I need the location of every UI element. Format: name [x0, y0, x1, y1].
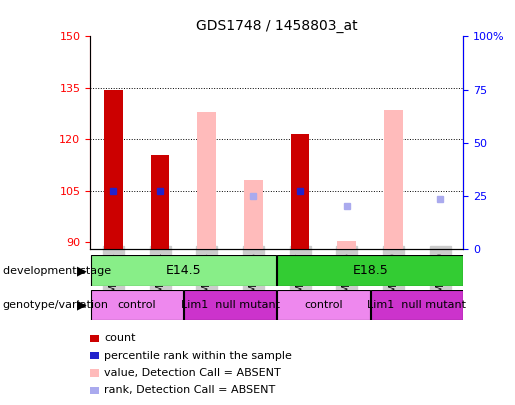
Bar: [184, 290, 277, 320]
Text: rank, Detection Call = ABSENT: rank, Detection Call = ABSENT: [105, 386, 276, 395]
Text: count: count: [105, 333, 136, 343]
Text: E18.5: E18.5: [352, 264, 388, 277]
Bar: [291, 134, 310, 249]
Text: ▶: ▶: [77, 298, 87, 311]
Text: development stage: development stage: [3, 266, 111, 275]
Text: ▶: ▶: [77, 264, 87, 277]
Bar: [151, 155, 169, 249]
Bar: [91, 255, 277, 286]
Title: GDS1748 / 1458803_at: GDS1748 / 1458803_at: [196, 19, 357, 33]
Text: genotype/variation: genotype/variation: [3, 300, 109, 310]
Text: percentile rank within the sample: percentile rank within the sample: [105, 351, 292, 360]
Text: E14.5: E14.5: [166, 264, 201, 277]
Bar: [384, 110, 403, 249]
Bar: [91, 290, 183, 320]
Bar: [104, 90, 123, 249]
Text: control: control: [117, 300, 156, 310]
Bar: [244, 181, 263, 249]
Text: control: control: [304, 300, 343, 310]
Bar: [277, 290, 370, 320]
Bar: [197, 112, 216, 249]
Text: value, Detection Call = ABSENT: value, Detection Call = ABSENT: [105, 368, 281, 378]
Text: Lim1  null mutant: Lim1 null mutant: [181, 300, 280, 310]
Bar: [337, 241, 356, 249]
Bar: [371, 290, 463, 320]
Bar: [277, 255, 463, 286]
Text: Lim1  null mutant: Lim1 null mutant: [367, 300, 466, 310]
